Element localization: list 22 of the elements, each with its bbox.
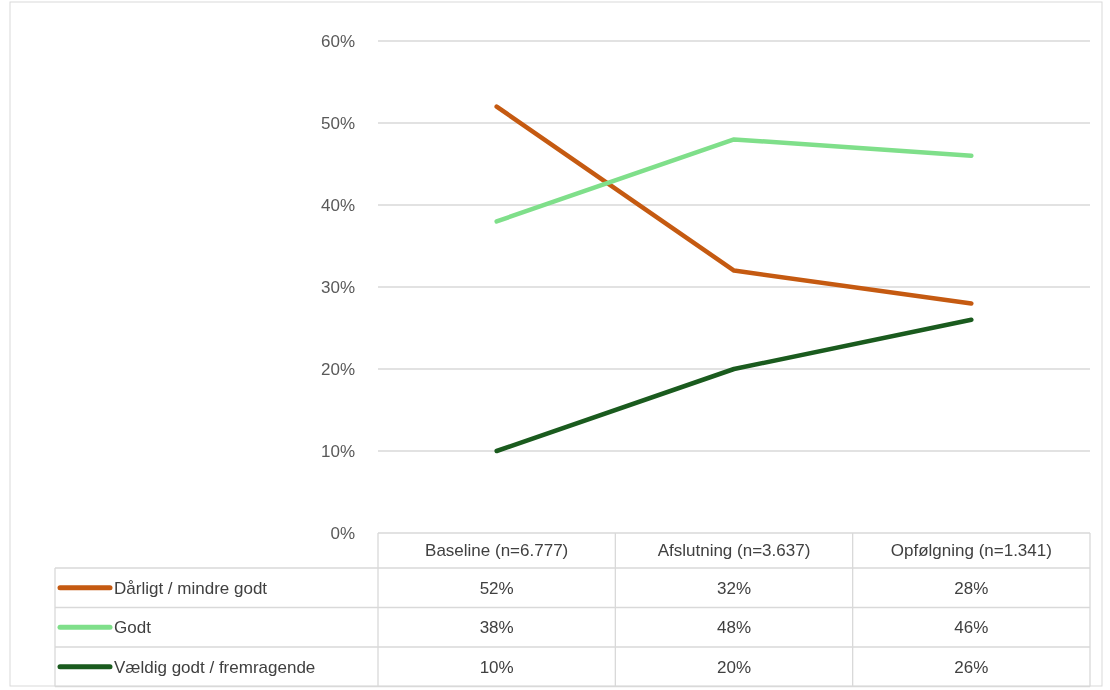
- data-label: 38%: [479, 618, 514, 638]
- legend-label: Dårligt / mindre godt: [114, 578, 268, 598]
- y-tick-label: 50%: [320, 113, 355, 133]
- legend-label: Vældig godt / fremragende: [114, 657, 316, 677]
- y-tick-label: 60%: [320, 31, 355, 51]
- data-label: 26%: [954, 657, 989, 677]
- data-label: 32%: [716, 578, 752, 598]
- y-tick-label: 0%: [330, 523, 355, 543]
- x-tick-label: Afslutning (n=3.637): [657, 541, 811, 561]
- data-label: 52%: [479, 578, 514, 598]
- y-tick-label: 20%: [320, 359, 355, 379]
- data-label: 48%: [716, 618, 752, 638]
- data-label: 20%: [716, 657, 752, 677]
- x-tick-label: Baseline (n=6.777): [425, 541, 569, 561]
- data-label: 46%: [954, 618, 989, 638]
- data-label: 28%: [954, 578, 989, 598]
- y-tick-label: 30%: [320, 277, 355, 297]
- y-tick-label: 10%: [320, 441, 355, 461]
- x-tick-label: Opfølgning (n=1.341): [890, 541, 1052, 561]
- y-tick-label: 40%: [320, 195, 355, 215]
- data-label: 10%: [479, 657, 514, 677]
- legend-label: Godt: [114, 618, 152, 638]
